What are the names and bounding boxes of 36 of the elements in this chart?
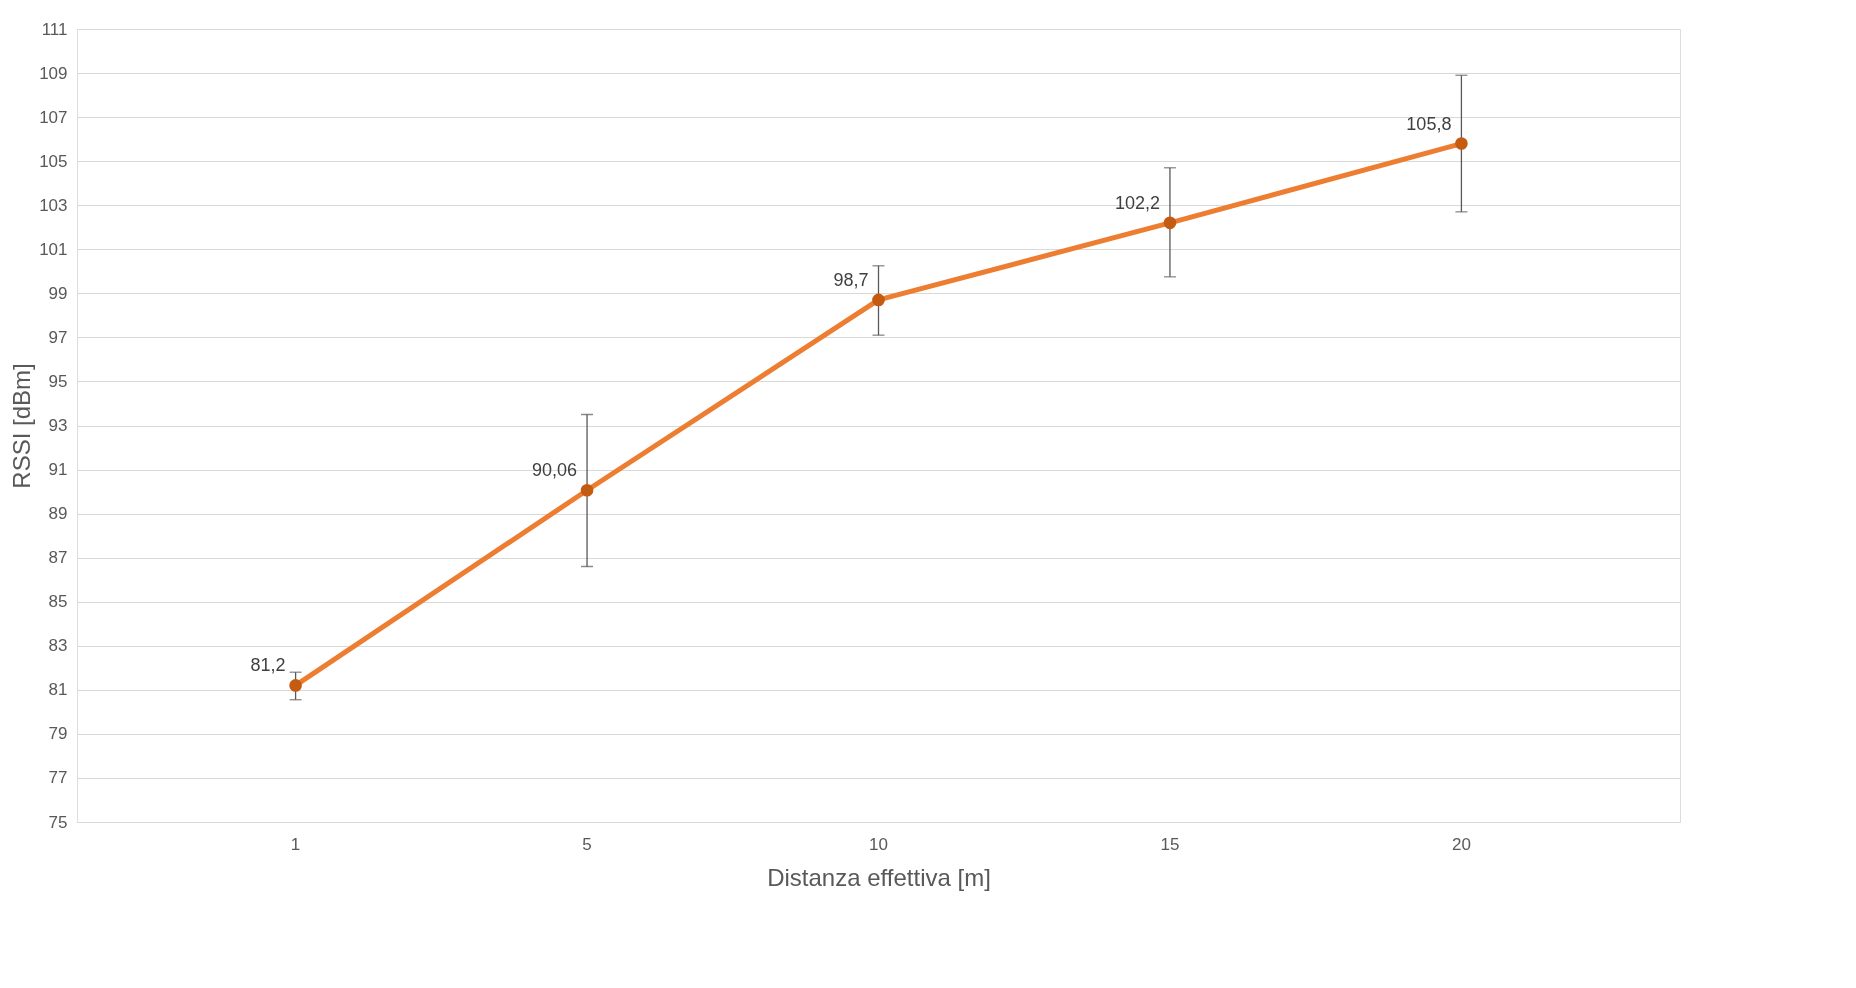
y-tick-label: 103 — [39, 195, 68, 215]
y-tick-label: 93 — [48, 416, 68, 435]
x-tick-label: 20 — [1451, 834, 1471, 854]
x-tick-label: 1 — [290, 834, 301, 854]
data-label: 81,2 — [250, 655, 286, 676]
point — [289, 679, 302, 692]
y-tick-label: 91 — [48, 460, 68, 480]
point — [1163, 216, 1177, 230]
point — [872, 293, 885, 307]
y-tick-label: 111 — [41, 19, 68, 39]
y-tick-label: 77 — [48, 768, 68, 788]
y-tick-label: 101 — [39, 239, 68, 259]
data-label: 98,7 — [833, 269, 869, 290]
y-tick-label: 97 — [48, 327, 68, 347]
y-axis-title: RSSI [dBm] — [8, 363, 36, 489]
y-tick-label: 79 — [48, 724, 68, 744]
y-tick-label: 107 — [39, 107, 68, 127]
x-tick-label: 15 — [1160, 834, 1180, 854]
point — [1455, 137, 1468, 150]
point — [580, 483, 594, 497]
y-tick-label: 105 — [39, 151, 68, 171]
y-tick-label: 95 — [48, 371, 68, 391]
y-tick-label: 89 — [48, 504, 68, 524]
y-tick-label: 87 — [48, 548, 68, 568]
data-label: 105,8 — [1406, 113, 1452, 134]
y-tick-label: 75 — [48, 812, 68, 832]
x-axis-title: Distanza effettiva [m] — [767, 863, 991, 891]
data-label: 90,06 — [532, 460, 578, 481]
y-tick-label: 99 — [48, 283, 68, 303]
data-label: 102,2 — [1114, 192, 1160, 213]
y-tick-label: 81 — [48, 680, 68, 700]
y-tick-label: 85 — [48, 592, 68, 612]
y-tick-label: 109 — [39, 63, 68, 83]
x-tick-label: 10 — [869, 834, 888, 854]
x-tick-label: 5 — [582, 834, 592, 854]
y-tick-label: 83 — [48, 636, 68, 656]
